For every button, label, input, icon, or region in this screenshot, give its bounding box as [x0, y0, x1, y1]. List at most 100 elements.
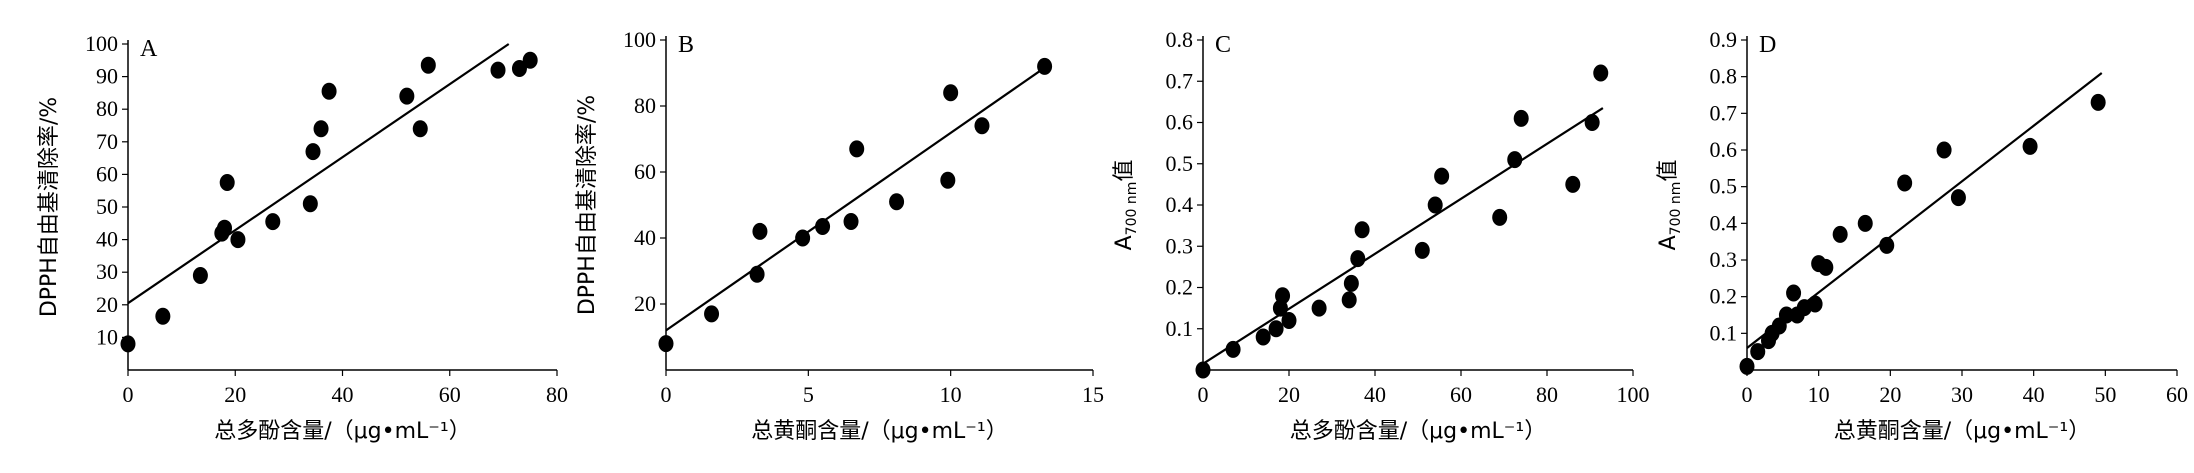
x-tick-label: 20 [224, 382, 246, 407]
data-point [1037, 57, 1053, 75]
y-axis-label-subscript: 700 nm [1668, 182, 1684, 236]
chart-panel-c: 0 20 40 60 80 100 0.1 0.2 0.3 0.4 0.5 0.6 0.7 0.8 C 总多酚… [1112, 27, 1650, 444]
data-point [815, 217, 831, 235]
y-tick-label: 0.7 [1166, 68, 1194, 93]
y-tick-label: 40 [634, 225, 656, 250]
data-point [219, 174, 235, 192]
x-axis-label: 总黄酮含量/（μg•mL⁻¹） [1834, 419, 2090, 444]
data-point [313, 120, 329, 138]
data-point [230, 231, 246, 249]
data-point [889, 193, 905, 211]
x-axis-label: 总黄酮含量/（μg•mL⁻¹） [751, 419, 1007, 444]
data-point [1832, 225, 1848, 243]
x-tick-label: 80 [546, 382, 568, 407]
x-tick-label: 80 [1536, 382, 1558, 407]
data-point [1513, 109, 1529, 127]
data-point [943, 84, 959, 102]
y-axis-label: DPPH自由基清除率/% [37, 97, 62, 317]
y-tick-label: 0.9 [1710, 27, 1738, 52]
y-tick-label: 10 [96, 324, 118, 349]
data-point [420, 56, 436, 74]
x-tick-label: 40 [332, 382, 354, 407]
regression-line [1202, 107, 1604, 365]
y-tick-label: 50 [96, 194, 118, 219]
data-point [1255, 328, 1271, 346]
data-point [752, 222, 768, 240]
x-tick-label: 0 [1198, 382, 1209, 407]
data-point [412, 120, 428, 138]
data-point [302, 195, 318, 213]
data-point [1593, 64, 1609, 82]
data-point [940, 171, 956, 189]
data-point [2022, 137, 2038, 155]
panel-label: D [1759, 32, 1776, 58]
data-point [1343, 274, 1359, 292]
y-tick-label: 60 [96, 161, 118, 186]
data-point [849, 140, 865, 158]
data-point [2090, 93, 2106, 111]
x-axis-label: 总多酚含量/（μg•mL⁻¹） [1290, 419, 1546, 444]
x-tick-label: 50 [2094, 382, 2116, 407]
data-point [1414, 241, 1430, 259]
y-tick-label: 100 [85, 31, 118, 56]
data-point [1818, 258, 1834, 276]
data-point [1281, 312, 1297, 329]
data-point [1879, 236, 1895, 254]
y-tick-label: 0.5 [1166, 151, 1194, 176]
y-tick-label: 0.4 [1710, 210, 1738, 235]
data-point [1427, 196, 1443, 214]
y-axis-label-suffix: 值 [1112, 160, 1137, 182]
data-point [1786, 284, 1802, 302]
x-tick-label: 100 [1617, 382, 1650, 407]
data-point [192, 266, 208, 284]
data-point [658, 335, 674, 353]
x-tick-label: 5 [803, 382, 814, 407]
data-point [704, 305, 720, 323]
data-point [1354, 221, 1370, 239]
data-point [843, 213, 859, 230]
data-point [1507, 151, 1523, 169]
data-point [749, 265, 765, 283]
y-tick-label: 20 [634, 291, 656, 316]
y-axis-label-main: A [1112, 235, 1137, 250]
data-point [1341, 291, 1357, 309]
data-point [1565, 175, 1581, 193]
data-point [522, 51, 538, 69]
data-point [1311, 299, 1327, 317]
x-tick-label: 20 [1879, 382, 1901, 407]
x-tick-label: 0 [123, 382, 134, 407]
y-axis-label-subscript: 700 nm [1124, 182, 1140, 236]
y-tick-label: 80 [96, 96, 118, 121]
panel-label: B [678, 32, 694, 58]
y-tick-label: 0.2 [1710, 284, 1738, 309]
data-point [490, 61, 506, 79]
y-axis-label: A700 nm值 [1656, 160, 1684, 251]
data-point [155, 307, 171, 325]
data-point [511, 59, 527, 77]
x-tick-label: 10 [940, 382, 962, 407]
data-point [1225, 340, 1241, 358]
y-tick-label: 70 [96, 129, 118, 154]
data-point [1350, 250, 1366, 268]
data-point [795, 229, 811, 247]
x-tick-label: 0 [1742, 382, 1753, 407]
chart-panel-b: 0 5 10 15 20 40 60 80 100 B 总黄酮含量/（μg•mL⁻¹） DPPH自由基… [575, 27, 1104, 444]
y-tick-label: 30 [96, 259, 118, 284]
panel-label: C [1215, 32, 1231, 58]
data-point [1778, 306, 1794, 324]
y-axis-label: DPPH自由基清除率/% [575, 95, 600, 315]
x-tick-label: 15 [1082, 382, 1104, 407]
y-tick-label: 0.8 [1710, 64, 1738, 89]
data-point [974, 117, 990, 135]
data-point [1275, 287, 1291, 305]
y-tick-label: 0.6 [1166, 110, 1194, 135]
y-axis-label-main: DPPH自由基清除率/% [37, 97, 62, 317]
x-axis-label: 总多酚含量/（μg•mL⁻¹） [214, 419, 470, 444]
data-point [1857, 214, 1873, 232]
y-tick-label: 20 [96, 292, 118, 317]
y-tick-label: 0.7 [1710, 100, 1738, 125]
data-point [1268, 320, 1284, 338]
x-tick-label: 60 [2166, 382, 2188, 407]
y-tick-label: 0.1 [1710, 320, 1738, 345]
